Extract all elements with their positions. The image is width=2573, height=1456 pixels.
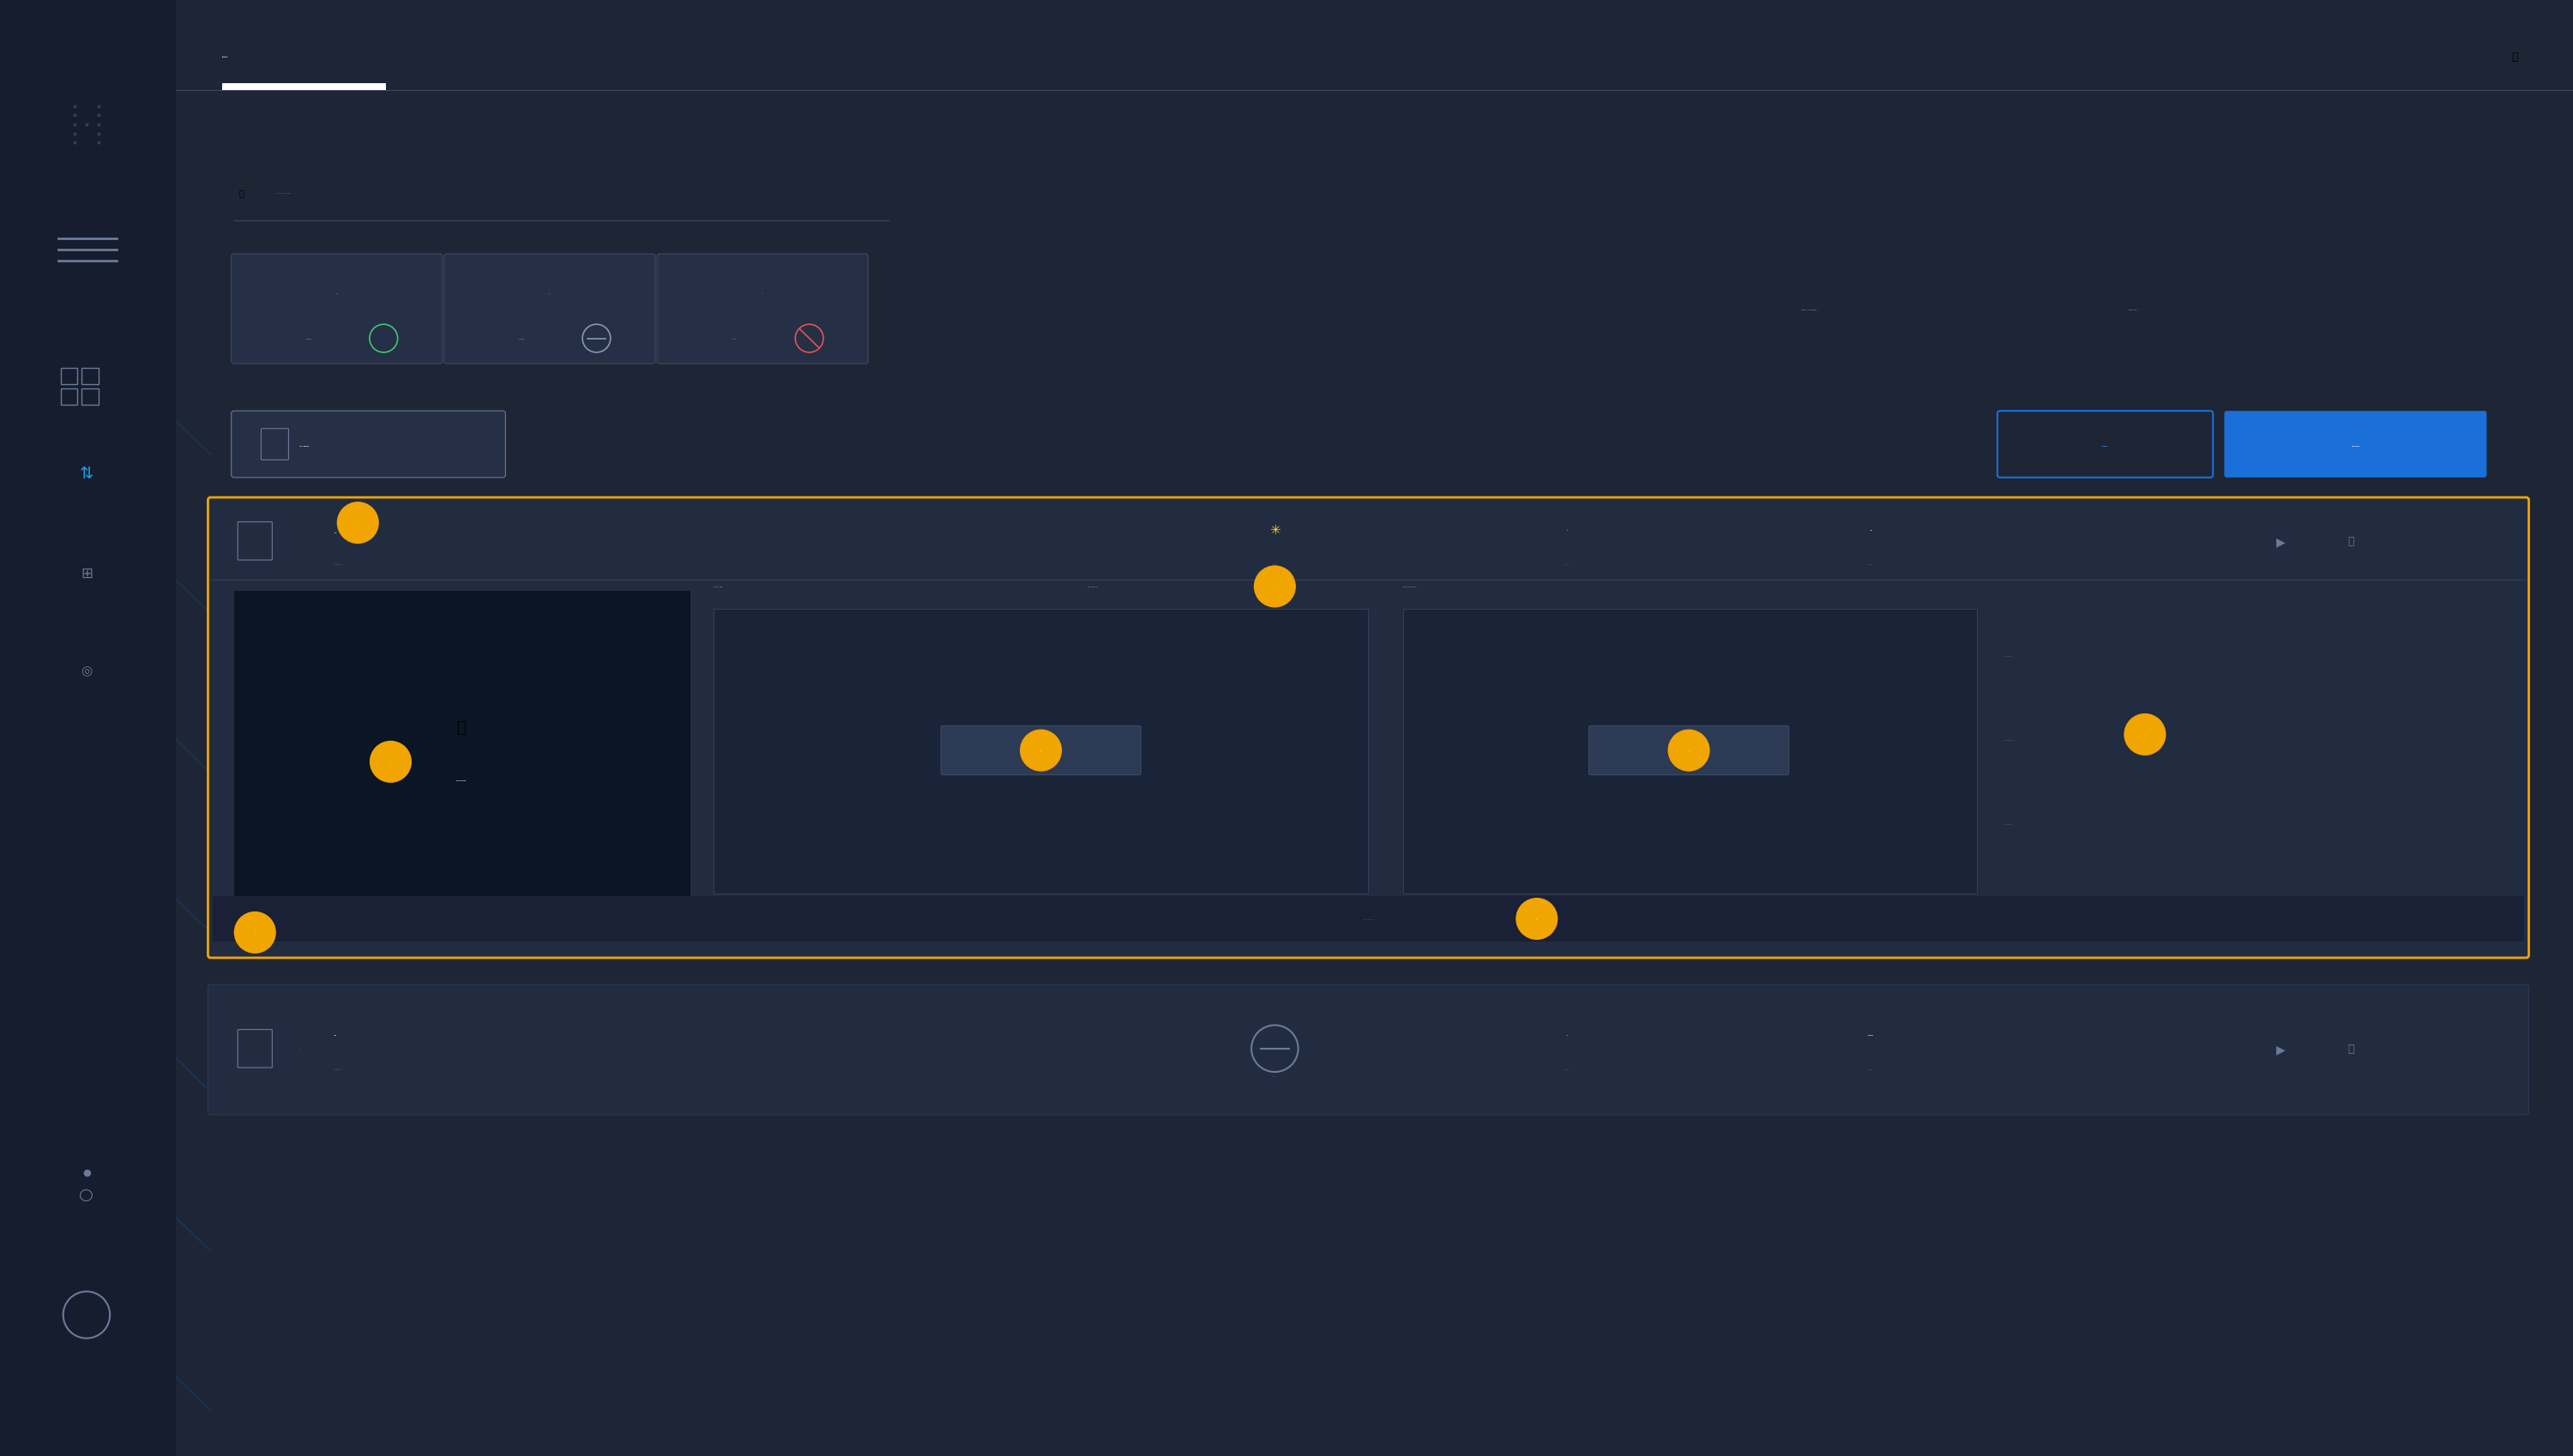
Text: ●: ●: [82, 1168, 90, 1176]
FancyBboxPatch shape: [234, 591, 690, 933]
FancyBboxPatch shape: [713, 610, 1369, 894]
Circle shape: [1667, 729, 1711, 772]
Text: 🗑: 🗑: [2347, 536, 2354, 547]
FancyBboxPatch shape: [656, 255, 867, 364]
FancyBboxPatch shape: [942, 727, 1140, 775]
FancyBboxPatch shape: [0, 0, 175, 1456]
FancyBboxPatch shape: [221, 84, 386, 90]
FancyBboxPatch shape: [445, 255, 656, 364]
Circle shape: [234, 911, 275, 954]
FancyBboxPatch shape: [1590, 727, 1788, 775]
Circle shape: [2123, 713, 2166, 756]
Text: ▶: ▶: [2277, 536, 2285, 547]
Circle shape: [337, 502, 378, 545]
Circle shape: [1019, 729, 1063, 772]
FancyBboxPatch shape: [1402, 610, 1976, 894]
FancyBboxPatch shape: [2223, 412, 2486, 478]
Circle shape: [1515, 898, 1557, 941]
Text: ◎: ◎: [80, 665, 93, 677]
FancyBboxPatch shape: [214, 897, 2524, 942]
Text: ✳: ✳: [1268, 524, 1281, 536]
Text: 🔍: 🔍: [239, 189, 244, 198]
FancyBboxPatch shape: [232, 412, 504, 478]
Text: 🗑: 🗑: [2347, 1042, 2354, 1054]
FancyBboxPatch shape: [232, 255, 443, 364]
Circle shape: [1253, 566, 1297, 609]
Text: ⇅: ⇅: [80, 464, 93, 482]
FancyBboxPatch shape: [208, 984, 2529, 1115]
Text: 🔔: 🔔: [2511, 51, 2519, 63]
Text: ⊞: ⊞: [80, 565, 93, 581]
Text: ▶: ▶: [2277, 1042, 2285, 1054]
Text: ○: ○: [80, 1187, 93, 1203]
FancyBboxPatch shape: [208, 498, 2529, 958]
Circle shape: [371, 741, 412, 783]
Text: 📷: 📷: [455, 721, 466, 735]
